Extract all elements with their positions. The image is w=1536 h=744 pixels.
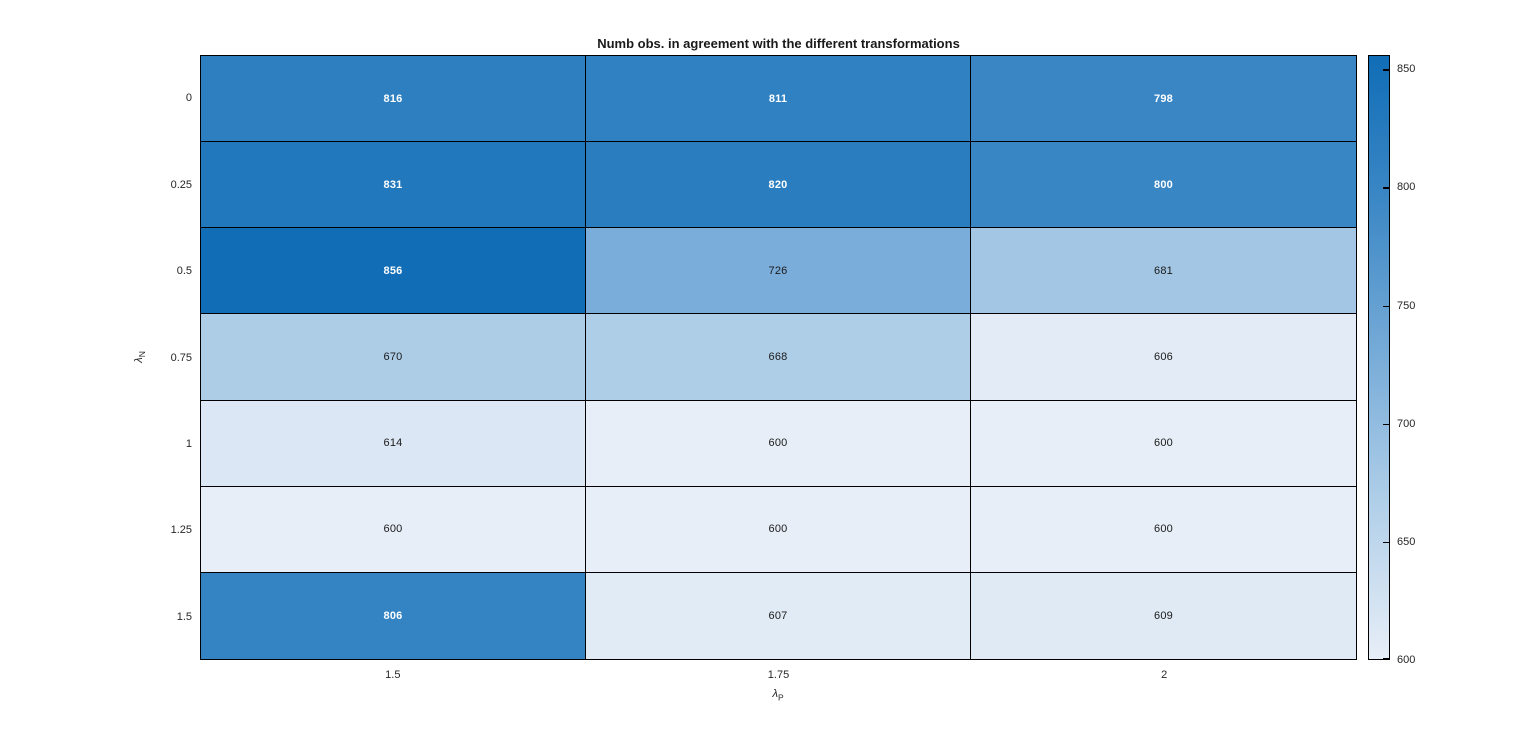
colorbar-tick-label: 750: [1397, 299, 1416, 312]
heatmap-cell: 600: [971, 486, 1356, 573]
y-axis-label-symbol: λ: [132, 357, 145, 363]
x-axis-label: λP: [772, 688, 783, 702]
cell-value: 600: [1154, 437, 1173, 450]
heatmap-cell: 811: [586, 56, 971, 143]
heatmap-cell: 856: [201, 228, 586, 315]
heatmap-cell: 668: [586, 314, 971, 401]
colorbar-tick-label: 650: [1397, 535, 1416, 548]
colorbar-tick-mark: [1383, 187, 1389, 189]
heatmap-cell: 800: [971, 142, 1356, 229]
y-tick-label: 1.25: [170, 524, 192, 537]
heatmap-cell: 670: [201, 314, 586, 401]
cell-value: 831: [383, 178, 403, 191]
heatmap-cell: 600: [971, 400, 1356, 487]
x-axis-label-symbol: λ: [772, 688, 778, 700]
heatmap-plot-area: 816 811 798 831 820 800 856 726 681 670 668 606 614 6…: [200, 55, 1357, 660]
cell-value: 806: [383, 609, 403, 622]
cell-value: 600: [383, 523, 403, 536]
x-axis-label-subscript: P: [778, 692, 784, 703]
heatmap-cell: 600: [201, 486, 586, 573]
cell-value: 600: [768, 523, 788, 536]
x-tick-label: 2: [1161, 669, 1168, 681]
colorbar-tick-mark: [1383, 305, 1389, 307]
heatmap-cell: 681: [971, 228, 1356, 315]
heatmap-cell: 806: [201, 572, 586, 659]
heatmap-cell: 798: [971, 56, 1356, 143]
colorbar-tick-mark: [1383, 69, 1389, 71]
cell-value: 614: [383, 437, 403, 450]
cell-value: 681: [1154, 264, 1173, 277]
cell-value: 600: [1154, 523, 1173, 536]
colorbar-tick-label: 800: [1397, 181, 1416, 194]
y-axis-label-subscript: N: [137, 351, 148, 358]
cell-value: 800: [1154, 178, 1173, 191]
cell-value: 726: [768, 264, 788, 277]
cell-value: 606: [1154, 350, 1173, 363]
colorbar-tick-label: 600: [1397, 654, 1416, 666]
y-tick-label: 0.25: [170, 178, 192, 191]
y-tick-label: 1: [185, 437, 192, 450]
heatmap-cell: 820: [586, 142, 971, 229]
cell-value: 811: [768, 92, 788, 105]
colorbar: [1368, 55, 1390, 660]
colorbar-tick-mark: [1383, 541, 1389, 544]
cell-value: 856: [383, 264, 403, 277]
cell-value: 820: [768, 178, 788, 191]
cell-value: 816: [383, 92, 403, 105]
heatmap-cell: 609: [971, 572, 1356, 659]
y-tick-label: 0.5: [176, 265, 192, 278]
heatmap-cell: 607: [586, 572, 971, 659]
x-tick-label: 1.5: [385, 669, 401, 681]
heatmap-cell: 816: [201, 56, 586, 143]
colorbar-tick-label: 700: [1397, 417, 1416, 430]
heatmap-cell: 600: [586, 486, 971, 573]
y-axis-label: λN: [133, 351, 147, 363]
cell-value: 609: [1154, 609, 1173, 622]
y-tick-label: 0.75: [170, 351, 192, 364]
colorbar-tick-mark: [1383, 658, 1389, 660]
cell-value: 607: [768, 609, 788, 622]
heatmap-cell: 606: [971, 314, 1356, 401]
x-tick-label: 1.75: [767, 669, 790, 681]
heatmap-cell: 831: [201, 142, 586, 229]
y-tick-label: 1.5: [176, 610, 192, 623]
cell-value: 600: [768, 437, 788, 450]
colorbar-tick-label: 850: [1397, 63, 1416, 76]
heatmap-cell: 726: [586, 228, 971, 315]
cell-value: 670: [383, 350, 403, 363]
y-tick-label: 0: [185, 92, 192, 105]
cell-value: 668: [768, 350, 788, 363]
chart-title: Numb obs. in agreement with the differen…: [597, 36, 960, 51]
colorbar-tick-mark: [1383, 423, 1389, 426]
heatmap-cell: 614: [201, 400, 586, 487]
cell-value: 798: [1154, 92, 1173, 105]
heatmap-cell: 600: [586, 400, 971, 487]
